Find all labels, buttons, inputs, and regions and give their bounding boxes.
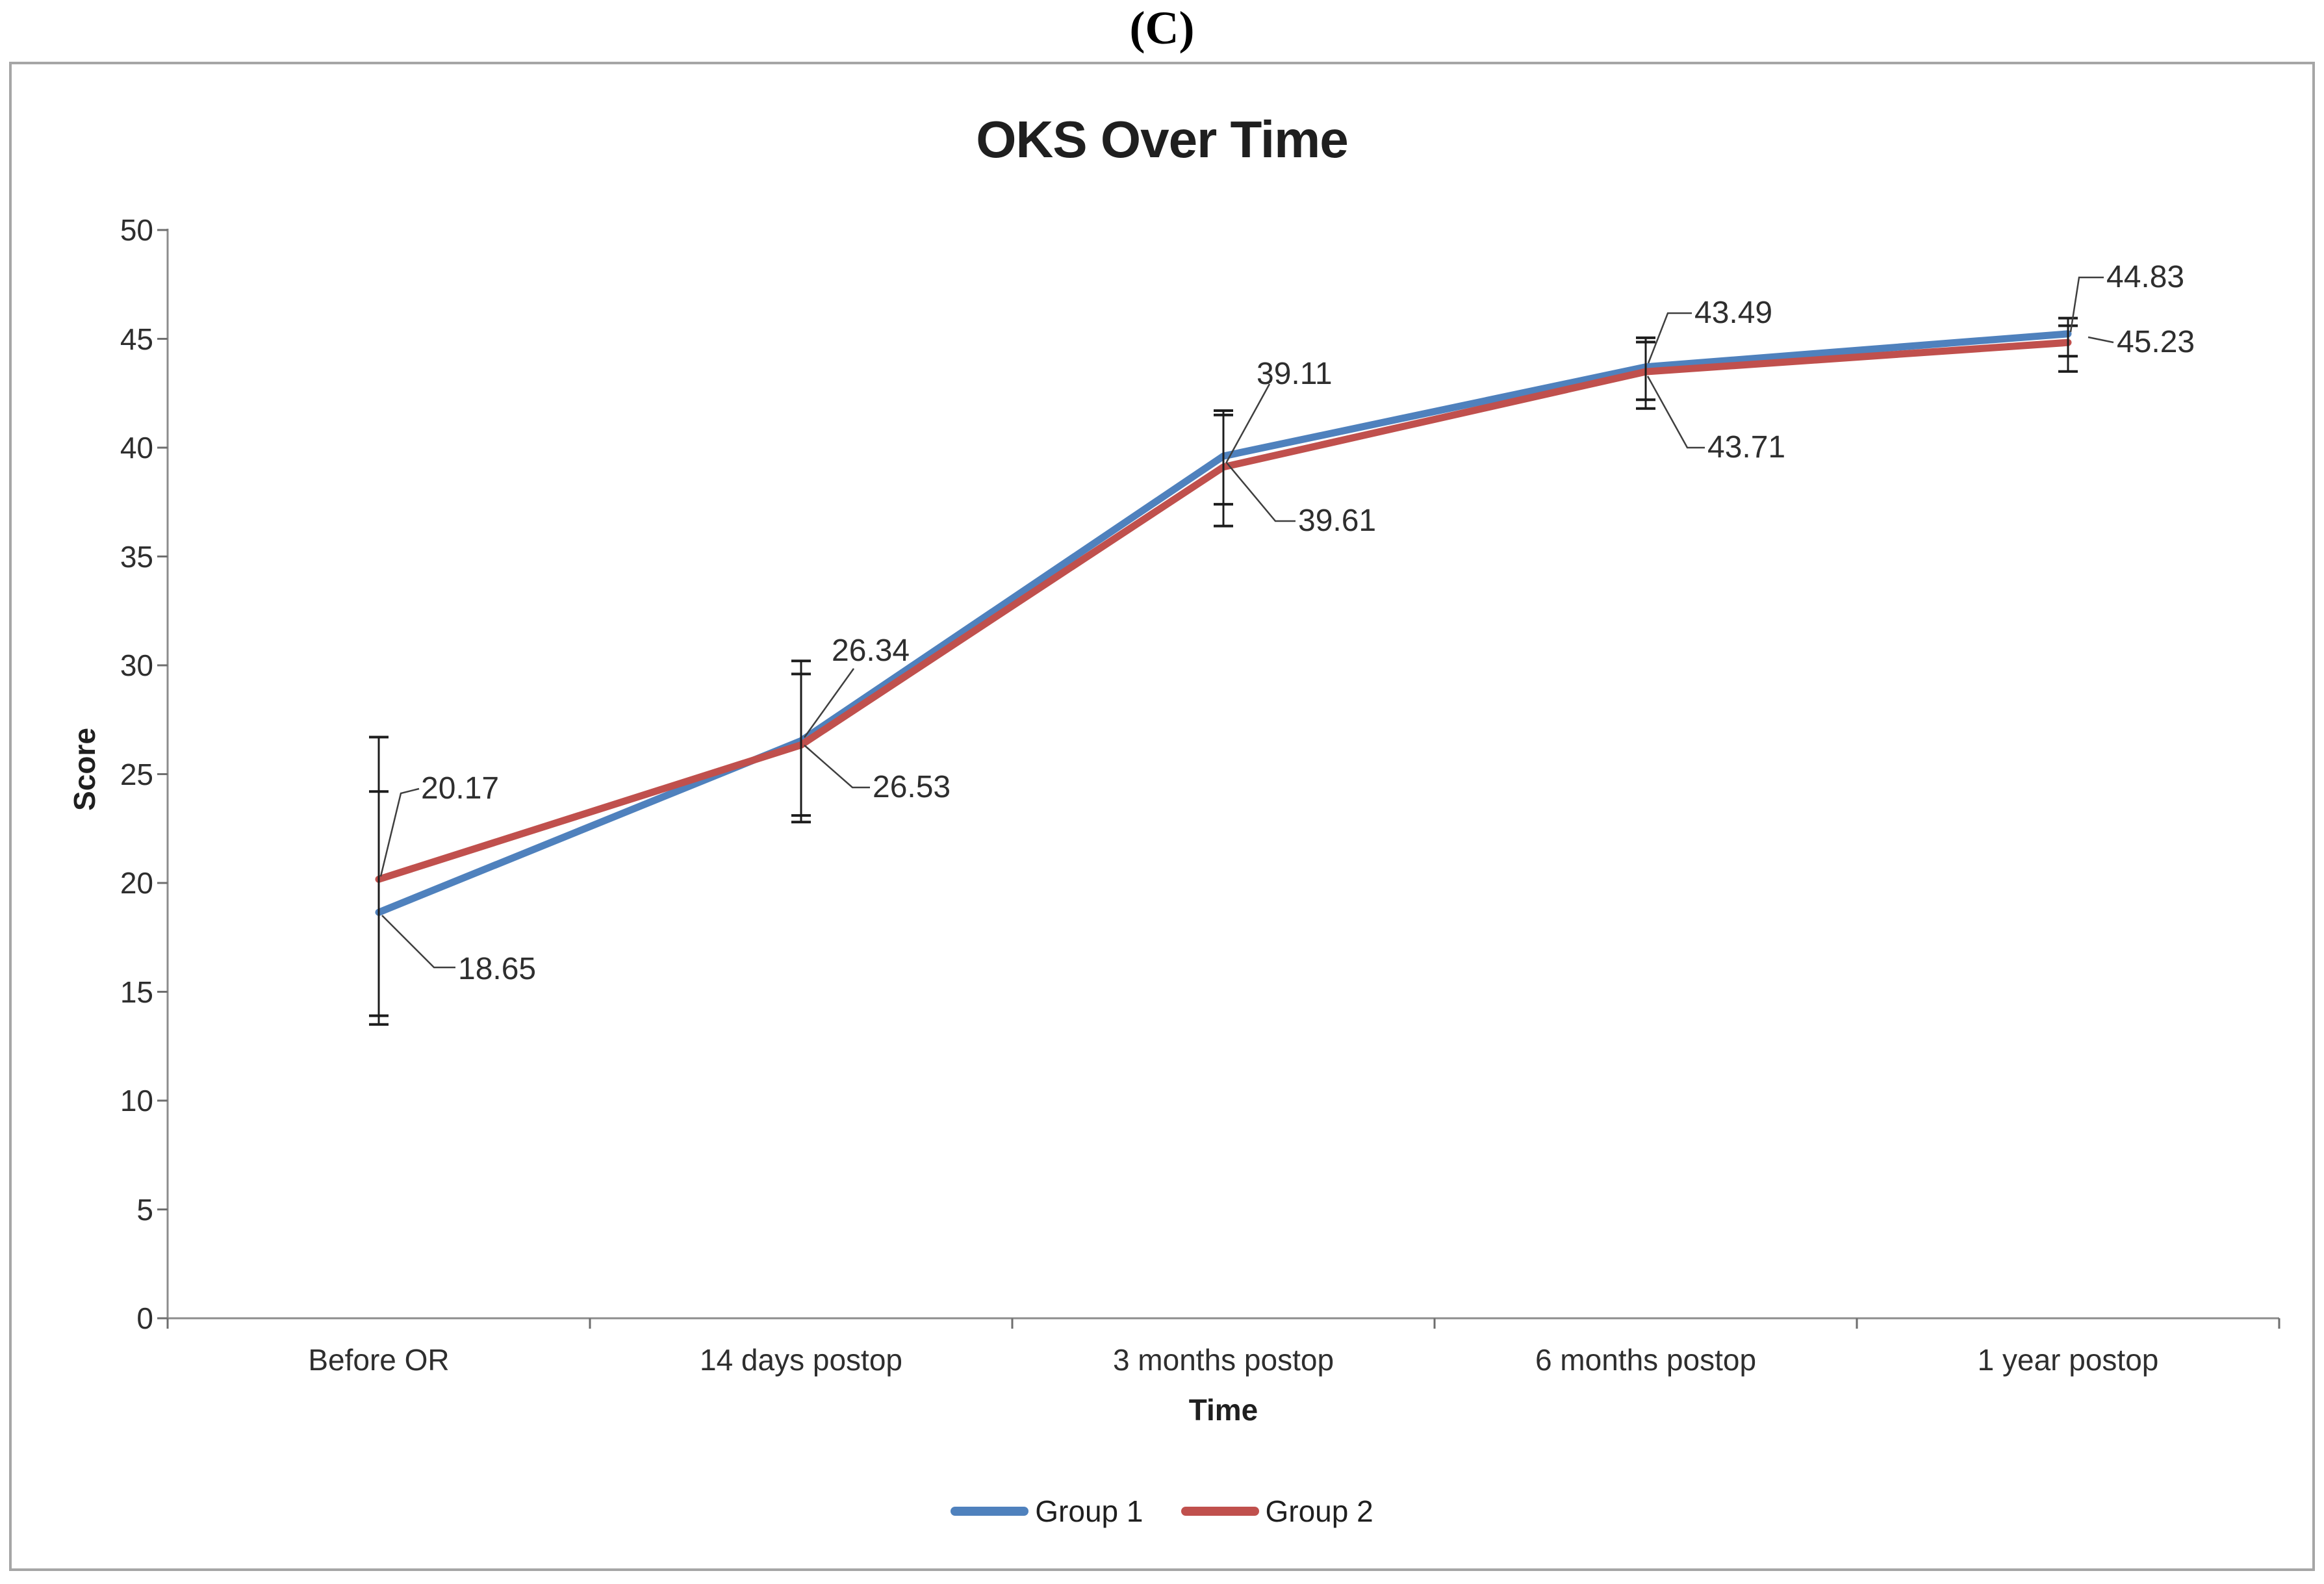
data-label-leader-line	[379, 787, 420, 877]
y-tick-label: 5	[136, 1192, 153, 1227]
y-tick-label: 50	[120, 213, 153, 247]
data-label-leader-line	[1646, 376, 1705, 449]
data-label-group1: 45.23	[2117, 325, 2195, 359]
data-label-group1: 26.53	[873, 770, 951, 804]
x-category-label: 6 months postop	[1535, 1343, 1757, 1377]
legend-swatch-group2-line	[1181, 1507, 1259, 1516]
x-category-label: Before OR	[308, 1343, 450, 1377]
data-label-group2: 39.11	[1257, 357, 1333, 391]
y-tick-label: 0	[136, 1301, 153, 1335]
data-label-leader-line	[803, 668, 855, 738]
y-tick-label: 25	[120, 757, 153, 791]
data-label-leader-line	[1225, 383, 1271, 463]
x-axis-title: Time	[1188, 1393, 1258, 1427]
data-label-group2: 44.83	[2106, 260, 2185, 294]
legend: Group 1 Group 2	[12, 1494, 2312, 1529]
x-category-label: 14 days postop	[699, 1343, 902, 1377]
chart-title: OKS Over Time	[976, 110, 1348, 168]
y-tick-label: 20	[120, 866, 153, 900]
chart-frame: OKS Over Time 0 5 10 15 20 25 30 35 40 45 50 Before…	[9, 62, 2315, 1571]
data-label-leader-line	[381, 915, 455, 969]
figure-panel-label: (C)	[1129, 2, 1195, 54]
legend-item-group1: Group 1	[951, 1494, 1143, 1529]
y-tick-label: 40	[120, 431, 153, 465]
data-label-leader-line	[2069, 276, 2104, 333]
y-tick-label: 35	[120, 539, 153, 574]
data-label-leader-line	[2088, 336, 2114, 344]
y-tick-label: 30	[120, 648, 153, 682]
data-label-group2: 20.17	[421, 771, 500, 806]
y-tick-label: 10	[120, 1084, 153, 1118]
legend-label-group2: Group 2	[1265, 1494, 1373, 1528]
data-label-leader-line	[804, 745, 870, 789]
data-label-group2: 26.34	[832, 633, 910, 668]
legend-item-group2: Group 2	[1181, 1494, 1373, 1529]
y-axis-title: Score	[68, 728, 101, 811]
plot-area	[157, 229, 2280, 1329]
data-label-group2: 43.49	[1694, 296, 1773, 330]
data-label-leader-line	[1647, 312, 1692, 364]
data-label-group1: 18.65	[458, 952, 537, 986]
x-category-label: 1 year postop	[1977, 1343, 2159, 1377]
x-category-label: 3 months postop	[1112, 1343, 1334, 1377]
legend-swatch-group1-line	[951, 1507, 1029, 1516]
y-tick-label: 45	[120, 322, 153, 356]
data-label-group1: 43.71	[1707, 430, 1786, 465]
legend-label-group1: Group 1	[1035, 1494, 1143, 1528]
data-label-leader-line	[1225, 461, 1296, 522]
data-label-group1: 39.61	[1298, 504, 1377, 538]
y-tick-label: 15	[120, 975, 153, 1009]
